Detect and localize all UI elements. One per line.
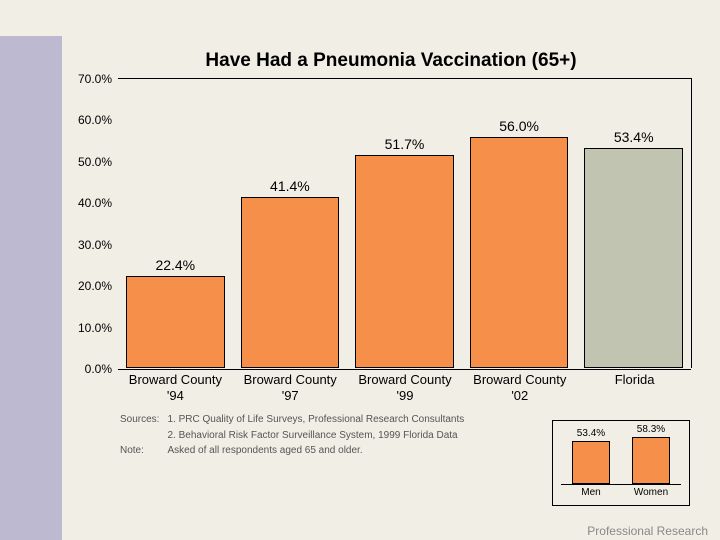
x-category-label: Broward County'94	[118, 372, 233, 403]
chart-bar-label: 56.0%	[471, 118, 568, 134]
slide-main: Have Had a Pneumonia Vaccination (65+) 0…	[62, 36, 720, 540]
y-tick-label: 50.0%	[78, 155, 112, 169]
inset-plot-area: 53.4% 58.3%	[561, 427, 681, 485]
chart-plot-area: 0.0%10.0%20.0%30.0%40.0%50.0%60.0%70.0% …	[118, 78, 692, 368]
y-tick-label: 70.0%	[78, 72, 112, 86]
chart-bar: 22.4%	[126, 276, 225, 368]
chart-bar-label: 41.4%	[242, 178, 339, 194]
y-tick-label: 20.0%	[78, 279, 112, 293]
y-tick-label: 10.0%	[78, 321, 112, 335]
x-category-label: Florida	[577, 372, 692, 403]
inset-x-labels: MenWomen	[561, 487, 681, 503]
inset-bar: 53.4%	[572, 441, 609, 484]
inset-bar: 58.3%	[632, 437, 669, 484]
x-category-label: Broward County'02	[462, 372, 577, 403]
chart-x-labels: Broward County'94Broward County'97Browar…	[118, 372, 692, 403]
inset-chart: 53.4% 58.3% MenWomen	[552, 420, 690, 506]
chart-bar-label: 53.4%	[585, 129, 682, 145]
sources-label: Sources:	[120, 413, 165, 427]
footer-brand: Professional Research	[587, 524, 708, 538]
chart-y-axis: 0.0%10.0%20.0%30.0%40.0%50.0%60.0%70.0%	[62, 79, 118, 368]
chart-bar: 56.0%	[470, 137, 569, 368]
sources-line-1: 1. PRC Quality of Life Surveys, Professi…	[167, 413, 464, 427]
chart-bar-label: 22.4%	[127, 257, 224, 273]
x-category-label: Broward County'97	[233, 372, 348, 403]
chart-bar: 53.4%	[584, 148, 683, 368]
y-tick-label: 0.0%	[85, 362, 112, 376]
note-text: Asked of all respondents aged 65 and old…	[167, 444, 464, 458]
y-tick-label: 60.0%	[78, 113, 112, 127]
y-tick-label: 40.0%	[78, 196, 112, 210]
inset-x-label: Men	[561, 487, 621, 503]
chart-title: Have Had a Pneumonia Vaccination (65+)	[62, 36, 720, 78]
chart-bar-label: 51.7%	[356, 136, 453, 152]
y-tick-label: 30.0%	[78, 238, 112, 252]
chart-bars: 22.4%41.4%51.7%56.0%53.4%	[118, 79, 691, 368]
chart-bar: 51.7%	[355, 155, 454, 368]
inset-x-label: Women	[621, 487, 681, 503]
slide-left-accent	[0, 36, 62, 540]
inset-bar-label: 58.3%	[633, 424, 668, 435]
sources-line-2: 2. Behavioral Risk Factor Surveillance S…	[167, 429, 464, 443]
x-category-label: Broward County'99	[348, 372, 463, 403]
note-label: Note:	[120, 444, 165, 458]
chart-bar: 41.4%	[241, 197, 340, 368]
inset-bar-label: 53.4%	[573, 428, 608, 439]
